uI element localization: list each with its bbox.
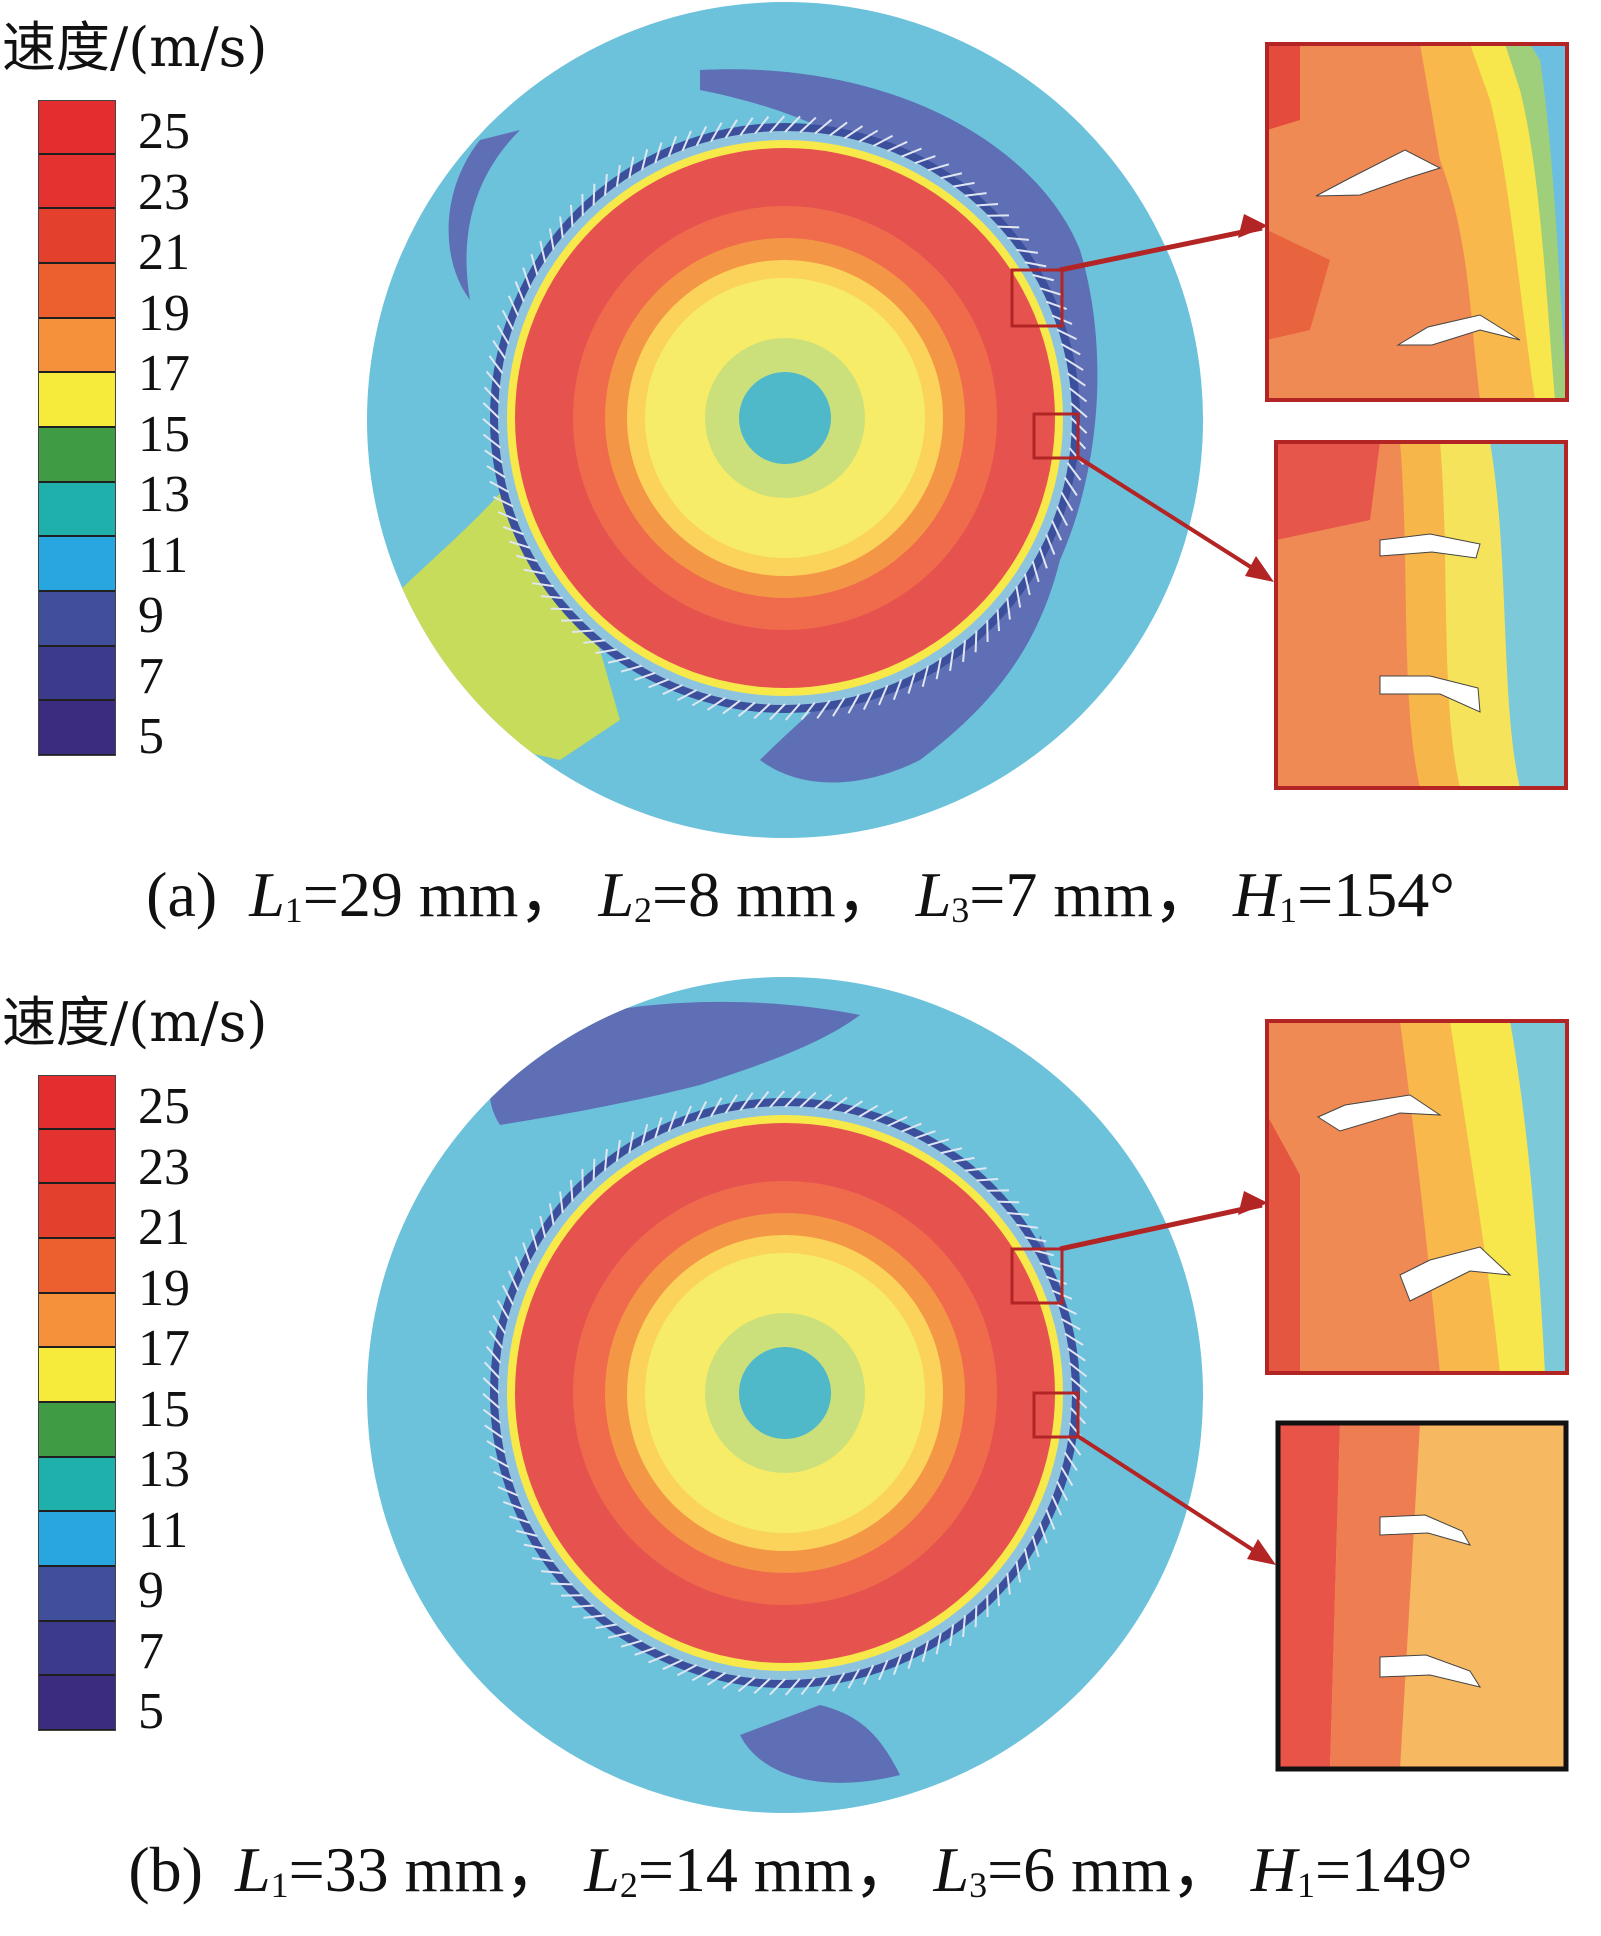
L2-subscript: 2 [634,890,652,930]
zoom-arrowhead-1 [1238,214,1268,238]
L3-subscript: 3 [951,890,969,930]
L1-symbol: L [235,1834,271,1905]
zoom-arrowhead-2 [1247,1539,1276,1565]
H1-value: =154° [1297,859,1455,930]
L1-value: =33 mm， [289,1834,569,1905]
H1-subscript: 1 [1279,890,1297,930]
L1-symbol: L [249,859,285,930]
L1-subscript: 1 [285,890,303,930]
zoom-arrowhead-2 [1245,556,1274,582]
H1-symbol: H [1233,859,1279,930]
L2-symbol: L [584,1834,620,1905]
L3-value: =7 mm， [969,859,1217,930]
velocity-contour-figure [0,0,1601,961]
L3-symbol: L [933,1834,969,1905]
L3-value: =6 mm， [987,1834,1235,1905]
L1-subscript: 1 [271,1865,289,1905]
velocity-contour-disk [367,2,1274,838]
H1-subscript: 1 [1297,1865,1315,1905]
H1-symbol: H [1251,1834,1297,1905]
L2-symbol: L [598,859,634,930]
L3-symbol: L [916,859,952,930]
zoom-arrowhead-1 [1238,1191,1268,1215]
caption-a: (a) L1=29 mm， L2=8 mm， L3=7 mm， H1=154° [0,855,1601,950]
H1-value: =149° [1315,1834,1473,1905]
zoom-inset-2 [1278,1423,1566,1769]
L2-value: =14 mm， [638,1834,918,1905]
L2-subscript: 2 [620,1865,638,1905]
velocity-contour-figure [0,975,1601,1936]
caption-label: (a) [146,859,217,930]
zoom-inset-1 [1267,44,1567,400]
velocity-contour-disk [367,977,1276,1813]
L2-value: =8 mm， [652,859,900,930]
L1-value: =29 mm， [303,859,583,930]
zoom-inset-2 [1276,442,1566,788]
caption-b: (b) L1=33 mm， L2=14 mm， L3=6 mm， H1=149° [0,1830,1601,1925]
L3-subscript: 3 [969,1865,987,1905]
zoom-inset-1 [1267,1021,1567,1373]
caption-label: (b) [128,1834,203,1905]
